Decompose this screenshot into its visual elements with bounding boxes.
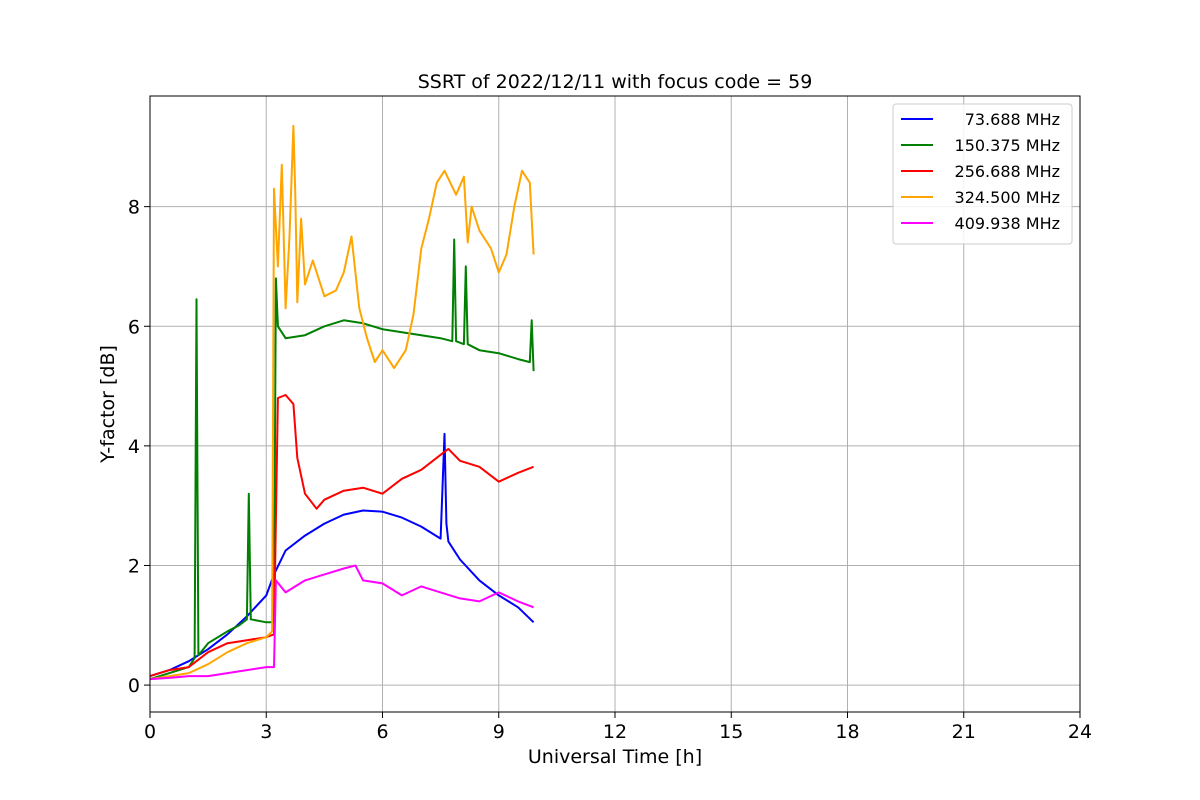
x-tick-label: 6 [376, 721, 388, 743]
legend-entry: 256.688 MHz [955, 162, 1060, 181]
y-tick-label: 0 [128, 675, 140, 697]
legend: 73.688 MHz 150.375 MHz 256.688 MHz 324.500 … [892, 103, 1073, 245]
y-tick-label: 2 [128, 555, 140, 577]
y-tick-label: 6 [128, 316, 140, 338]
x-tick-label: 9 [493, 721, 505, 743]
x-tick-label: 0 [144, 721, 156, 743]
x-tick-label: 18 [835, 721, 859, 743]
legend-entry: 409.938 MHz [955, 214, 1060, 233]
legend-entry: 73.688 MHz [965, 110, 1060, 129]
series-line-3 [149, 394, 534, 678]
x-tick-label: 15 [719, 721, 743, 743]
series-line-4 [149, 124, 535, 681]
series-line-2 [149, 238, 535, 681]
y-tick-label: 4 [128, 436, 140, 458]
x-tick-label: 12 [603, 721, 627, 743]
y-axis-ticks: 0 2 4 6 8 [128, 197, 150, 697]
series-lines [149, 124, 535, 681]
legend-entry: 324.500 MHz [955, 188, 1060, 207]
y-tick-label: 8 [128, 197, 140, 219]
x-tick-label: 24 [1068, 721, 1092, 743]
legend-box [892, 103, 1073, 245]
x-axis-ticks: 0 3 6 9 12 15 18 21 24 [144, 712, 1092, 743]
y-axis-label: Y-factor [dB] [97, 345, 119, 464]
x-axis-label: Universal Time [h] [528, 746, 702, 768]
series-line-5 [149, 564, 534, 681]
x-tick-label: 3 [260, 721, 272, 743]
x-tick-label: 21 [952, 721, 976, 743]
legend-entry: 150.375 MHz [955, 136, 1060, 155]
series-line-1 [149, 432, 535, 678]
chart-title: SSRT of 2022/12/11 with focus code = 59 [418, 71, 813, 93]
